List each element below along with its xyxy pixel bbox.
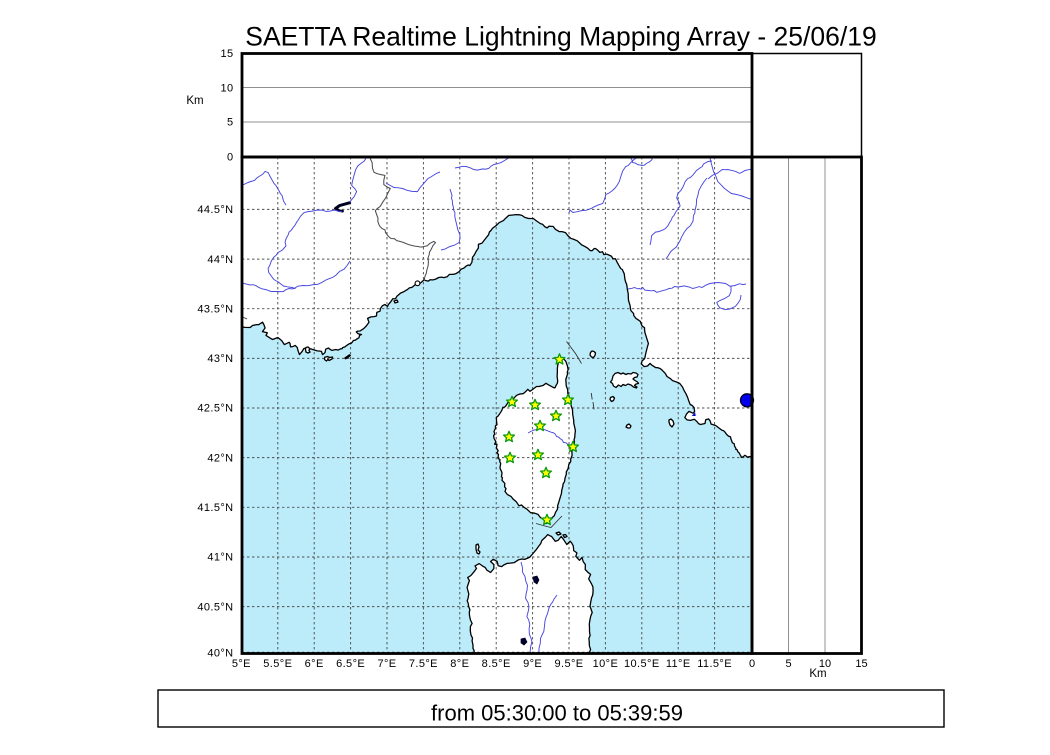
- svg-text:10: 10: [819, 658, 831, 670]
- svg-text:41°N: 41°N: [207, 552, 233, 564]
- svg-text:5°E: 5°E: [232, 658, 251, 670]
- svg-text:7.5°E: 7.5°E: [409, 658, 438, 670]
- svg-text:15: 15: [855, 658, 867, 670]
- svg-text:0: 0: [749, 658, 755, 670]
- svg-text:5.5°E: 5.5°E: [263, 658, 292, 670]
- svg-text:5: 5: [785, 658, 791, 670]
- svg-text:5: 5: [227, 117, 234, 129]
- svg-text:10: 10: [220, 83, 233, 95]
- svg-text:Km: Km: [809, 668, 826, 680]
- svg-text:6.5°E: 6.5°E: [336, 658, 365, 670]
- svg-text:11°E: 11°E: [666, 658, 691, 670]
- svg-text:41.5°N: 41.5°N: [197, 502, 233, 514]
- svg-text:8.5°E: 8.5°E: [482, 658, 511, 670]
- svg-text:10.5°E: 10.5°E: [624, 658, 660, 670]
- svg-text:0: 0: [227, 152, 234, 164]
- svg-text:8°E: 8°E: [450, 658, 469, 670]
- svg-text:SAETTA Realtime Lightning Mapp: SAETTA Realtime Lightning Mapping Array …: [245, 22, 876, 52]
- svg-text:Km: Km: [186, 95, 203, 107]
- svg-text:10°E: 10°E: [593, 658, 619, 670]
- svg-text:15: 15: [220, 48, 233, 60]
- svg-text:43.5°N: 43.5°N: [197, 303, 233, 315]
- svg-text:from 05:30:00 to 05:39:59: from 05:30:00 to 05:39:59: [431, 701, 683, 726]
- svg-text:40.5°N: 40.5°N: [197, 601, 233, 613]
- svg-text:7°E: 7°E: [377, 658, 396, 670]
- svg-text:43°N: 43°N: [207, 353, 233, 365]
- svg-text:9°E: 9°E: [523, 658, 542, 670]
- svg-text:44.5°N: 44.5°N: [197, 204, 233, 216]
- svg-text:6°E: 6°E: [305, 658, 324, 670]
- svg-text:42.5°N: 42.5°N: [197, 403, 233, 415]
- svg-text:11.5°E: 11.5°E: [697, 658, 732, 670]
- svg-text:42°N: 42°N: [207, 452, 233, 464]
- svg-text:44°N: 44°N: [207, 254, 233, 266]
- svg-text:9.5°E: 9.5°E: [554, 658, 583, 670]
- svg-text:40°N: 40°N: [207, 648, 233, 660]
